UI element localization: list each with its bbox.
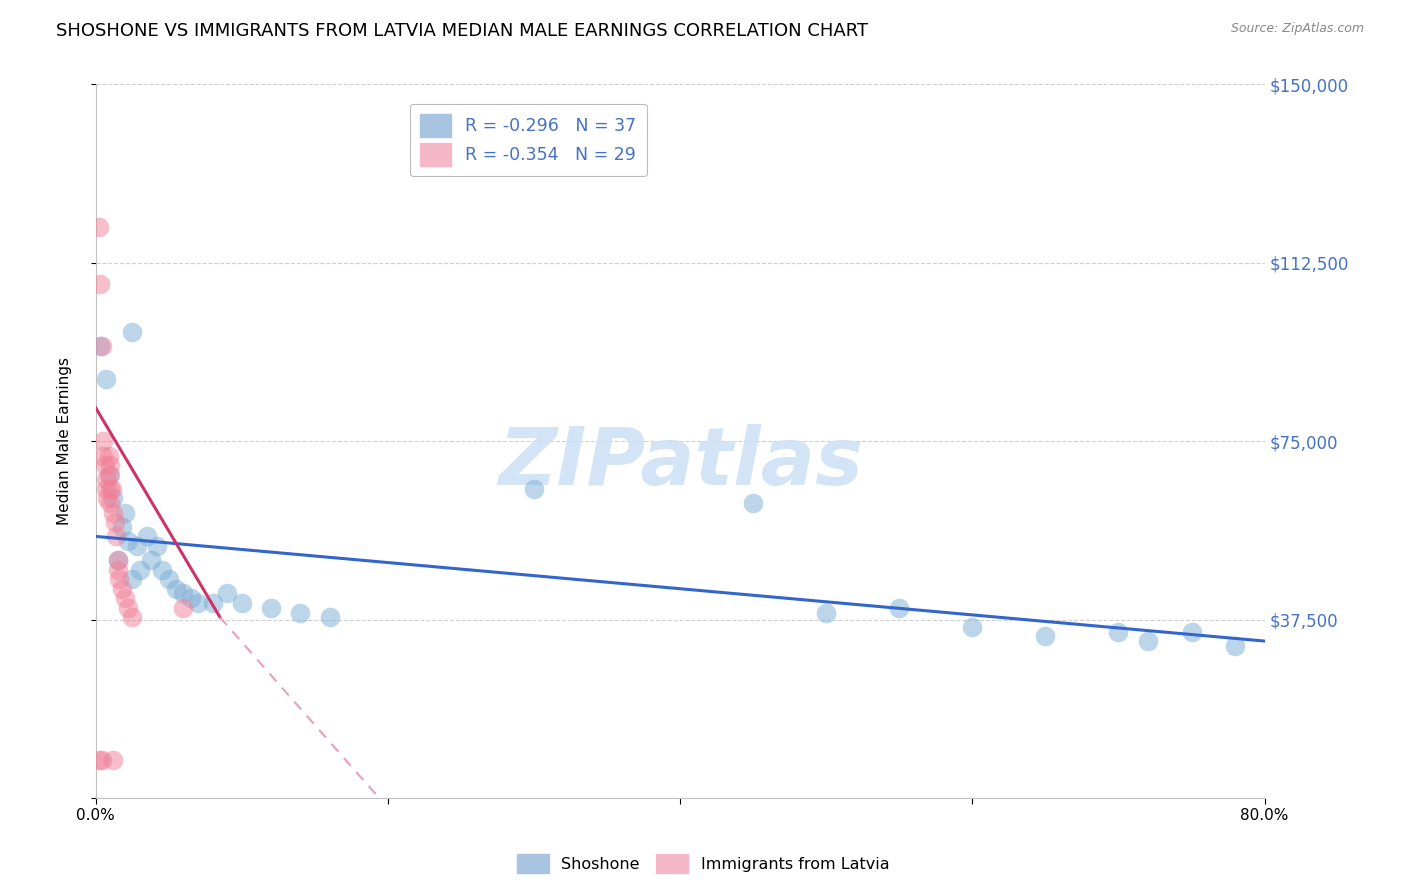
Point <box>742 496 765 510</box>
Point <box>89 277 111 292</box>
Point <box>105 529 128 543</box>
Point <box>125 539 148 553</box>
Point <box>91 434 114 449</box>
Point <box>201 596 224 610</box>
Point <box>121 572 143 586</box>
Point <box>104 515 127 529</box>
Point <box>90 753 112 767</box>
Point <box>172 600 194 615</box>
Point <box>135 529 157 543</box>
Point <box>121 325 143 339</box>
Point <box>87 220 110 235</box>
Point <box>114 506 136 520</box>
Point <box>290 606 312 620</box>
Point <box>97 449 120 463</box>
Point <box>889 600 911 615</box>
Point <box>318 610 340 624</box>
Text: ZIPatlas: ZIPatlas <box>498 424 863 501</box>
Point <box>231 596 253 610</box>
Point <box>117 600 139 615</box>
Point <box>128 563 150 577</box>
Point <box>107 553 129 567</box>
Point <box>165 582 187 596</box>
Point <box>962 620 984 634</box>
Y-axis label: Median Male Earnings: Median Male Earnings <box>58 358 72 525</box>
Point <box>523 482 546 496</box>
Point <box>94 482 117 496</box>
Point <box>172 586 194 600</box>
Point <box>100 496 122 510</box>
Point <box>187 596 209 610</box>
Point <box>101 482 124 496</box>
Point <box>146 539 169 553</box>
Point <box>94 372 117 386</box>
Point <box>157 572 180 586</box>
Point <box>94 472 117 486</box>
Point <box>90 339 112 353</box>
Point <box>93 458 115 472</box>
Point <box>150 563 173 577</box>
Point <box>107 553 129 567</box>
Point <box>96 491 118 506</box>
Point <box>100 458 122 472</box>
Point <box>117 534 139 549</box>
Point <box>97 467 120 482</box>
Point <box>180 591 202 606</box>
Point <box>141 553 163 567</box>
Point <box>1225 639 1247 653</box>
Point <box>108 572 131 586</box>
Point <box>260 600 283 615</box>
Point <box>100 467 122 482</box>
Point <box>114 591 136 606</box>
Point <box>103 753 125 767</box>
Point <box>1136 634 1159 648</box>
Text: SHOSHONE VS IMMIGRANTS FROM LATVIA MEDIAN MALE EARNINGS CORRELATION CHART: SHOSHONE VS IMMIGRANTS FROM LATVIA MEDIA… <box>56 22 869 40</box>
Point <box>103 506 125 520</box>
Point <box>111 582 134 596</box>
Point <box>111 520 134 534</box>
Point <box>100 482 122 496</box>
Point <box>217 586 239 600</box>
Point <box>107 563 129 577</box>
Point <box>87 753 110 767</box>
Legend: Shoshone, Immigrants from Latvia: Shoshone, Immigrants from Latvia <box>510 847 896 880</box>
Point <box>103 491 125 506</box>
Legend: R = -0.296   N = 37, R = -0.354   N = 29: R = -0.296 N = 37, R = -0.354 N = 29 <box>409 103 647 177</box>
Text: Source: ZipAtlas.com: Source: ZipAtlas.com <box>1230 22 1364 36</box>
Point <box>1035 629 1057 643</box>
Point <box>815 606 838 620</box>
Point <box>89 339 111 353</box>
Point <box>91 449 114 463</box>
Point <box>121 610 143 624</box>
Point <box>1108 624 1130 639</box>
Point <box>1180 624 1202 639</box>
